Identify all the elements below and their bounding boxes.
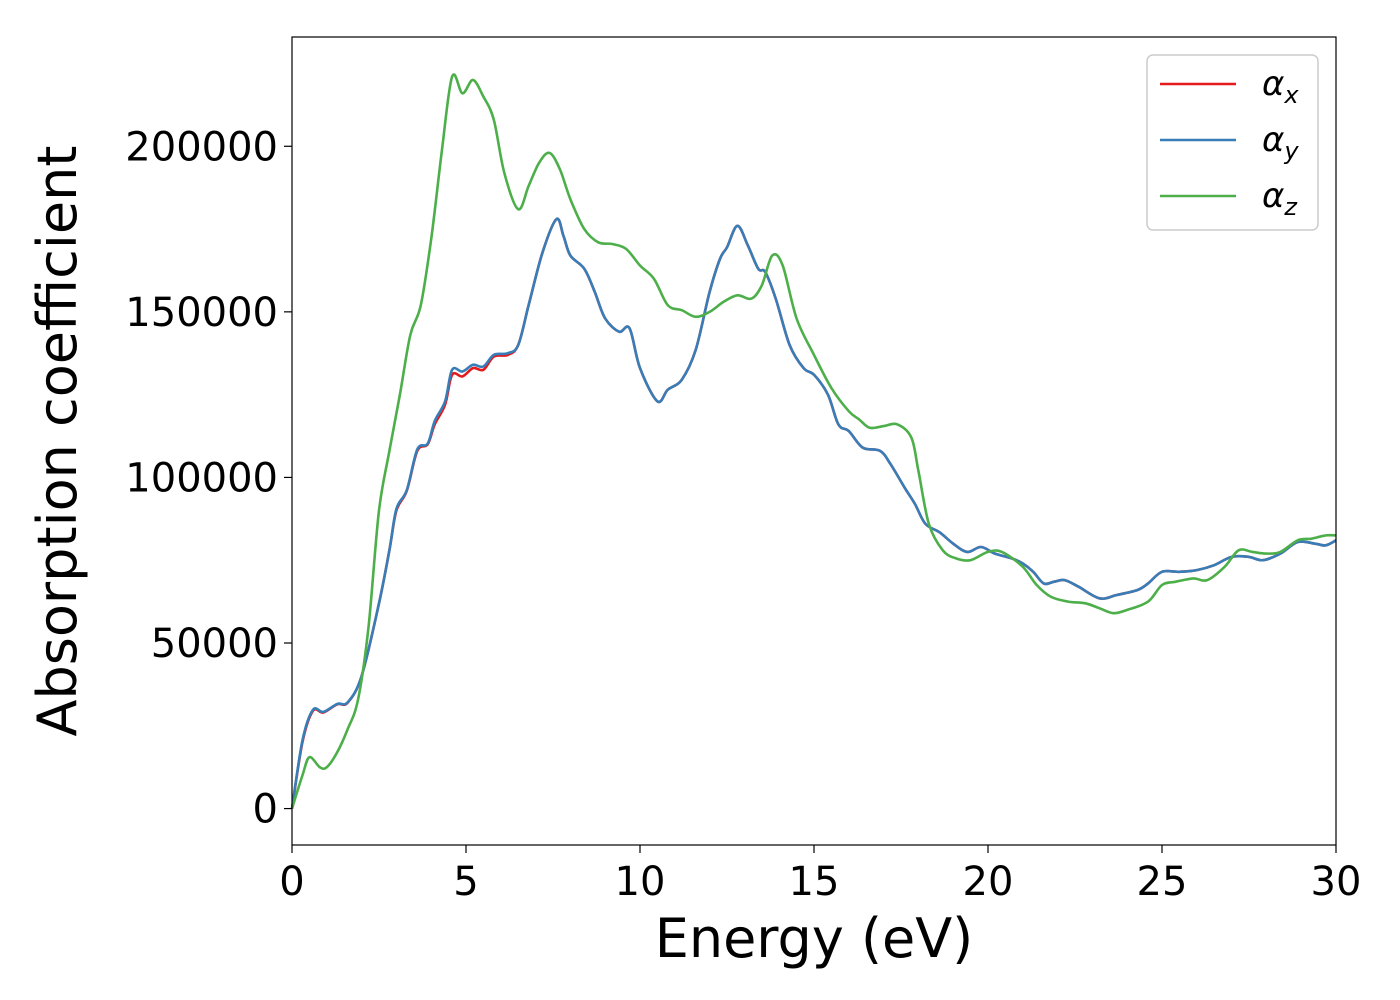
- y-tick-label: 100000: [125, 455, 278, 501]
- legend-label-alpha-x: αx: [1262, 64, 1299, 109]
- x-tick-label: 0: [279, 859, 304, 905]
- legend-label-alpha-y: αy: [1262, 120, 1299, 165]
- legend-box: [1146, 54, 1319, 231]
- series-line-alpha-z: [290, 73, 1337, 809]
- y-tick-label: 0: [253, 787, 278, 833]
- series-line-alpha-y: [290, 217, 1337, 809]
- x-tick-label: 10: [615, 859, 666, 905]
- x-tick-label: 5: [453, 859, 478, 905]
- x-tick-label: 20: [963, 859, 1014, 905]
- x-tick-label: 25: [1137, 859, 1188, 905]
- x-axis-label: Energy (eV): [655, 907, 974, 970]
- y-axis-label: Absorption coefficient: [26, 146, 89, 737]
- series-line-alpha-x: [290, 217, 1337, 809]
- y-tick-label: 150000: [125, 290, 278, 336]
- y-tick-label: 50000: [151, 621, 278, 667]
- x-tick-label: 30: [1311, 859, 1362, 905]
- series-layer: [290, 73, 1337, 809]
- y-tick-label: 200000: [125, 124, 278, 170]
- tick-layer: 0 5 10 15 20 25 30 0 50000 100000 150000 200000: [125, 124, 1361, 905]
- x-tick-label: 15: [789, 859, 840, 905]
